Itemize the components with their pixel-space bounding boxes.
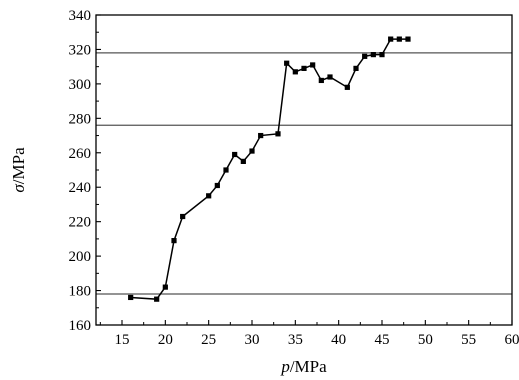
- series-line: [130, 38, 408, 300]
- axis-ticks: [96, 14, 513, 326]
- data-point: [249, 148, 255, 154]
- y-axis-unit: /MPa: [9, 147, 28, 184]
- data-point: [214, 182, 220, 189]
- data-point: [318, 77, 324, 84]
- horizontal-reference-lines: [96, 52, 512, 295]
- data-point: [284, 60, 290, 66]
- y-tick-label: 160: [69, 318, 92, 334]
- x-tick-label: 25: [201, 332, 216, 348]
- data-point: [154, 296, 160, 302]
- data-point: [292, 69, 298, 75]
- data-point: [379, 52, 385, 58]
- data-point: [258, 132, 264, 139]
- y-tick-label: 200: [69, 249, 92, 265]
- y-axis-variable: σ: [9, 184, 28, 193]
- data-point: [353, 65, 359, 71]
- x-tick-label: 60: [505, 332, 519, 348]
- data-point: [206, 193, 212, 199]
- y-tick-label: 180: [69, 284, 92, 300]
- x-tick-label: 20: [158, 332, 173, 348]
- data-point: [232, 151, 238, 158]
- plot-frame: [95, 14, 513, 326]
- x-axis-unit: /MPa: [290, 357, 327, 376]
- x-axis-variable: p: [280, 357, 290, 376]
- y-tick-label: 280: [69, 111, 92, 127]
- data-point: [223, 167, 229, 173]
- y-tick-label: 240: [69, 180, 92, 196]
- y-tick-label: 260: [69, 146, 92, 162]
- data-point: [370, 52, 376, 58]
- data-point: [162, 284, 168, 290]
- data-point: [362, 53, 368, 59]
- data-point: [275, 131, 281, 137]
- data-point: [180, 213, 186, 220]
- x-tick-label: 15: [115, 332, 130, 348]
- data-series: [128, 36, 411, 302]
- x-tick-labels: 15 20 25 30 35 40 45 50 55 60: [115, 332, 519, 348]
- x-tick-label: 45: [375, 332, 390, 348]
- y-tick-label: 320: [69, 42, 92, 58]
- data-point: [310, 62, 316, 68]
- data-point: [327, 74, 333, 80]
- y-tick-label: 340: [69, 8, 92, 24]
- x-tick-label: 55: [461, 332, 476, 348]
- y-axis-label: σ/MPa: [9, 147, 28, 193]
- data-point: [388, 36, 394, 42]
- x-tick-label: 50: [418, 332, 433, 348]
- data-point: [405, 36, 411, 42]
- data-point: [396, 36, 402, 42]
- data-point: [171, 238, 177, 244]
- x-tick-label: 40: [331, 332, 346, 348]
- data-point: [128, 294, 134, 301]
- data-point: [240, 158, 246, 164]
- data-point: [344, 84, 350, 90]
- x-axis-label: p/MPa: [280, 357, 327, 376]
- x-tick-label: 30: [245, 332, 260, 348]
- y-tick-labels: 160 180 200 220 240 260 280 300 320 340: [69, 8, 92, 334]
- y-tick-label: 220: [69, 215, 92, 231]
- y-tick-label: 300: [69, 77, 92, 93]
- data-point: [301, 65, 307, 71]
- x-tick-label: 35: [288, 332, 303, 348]
